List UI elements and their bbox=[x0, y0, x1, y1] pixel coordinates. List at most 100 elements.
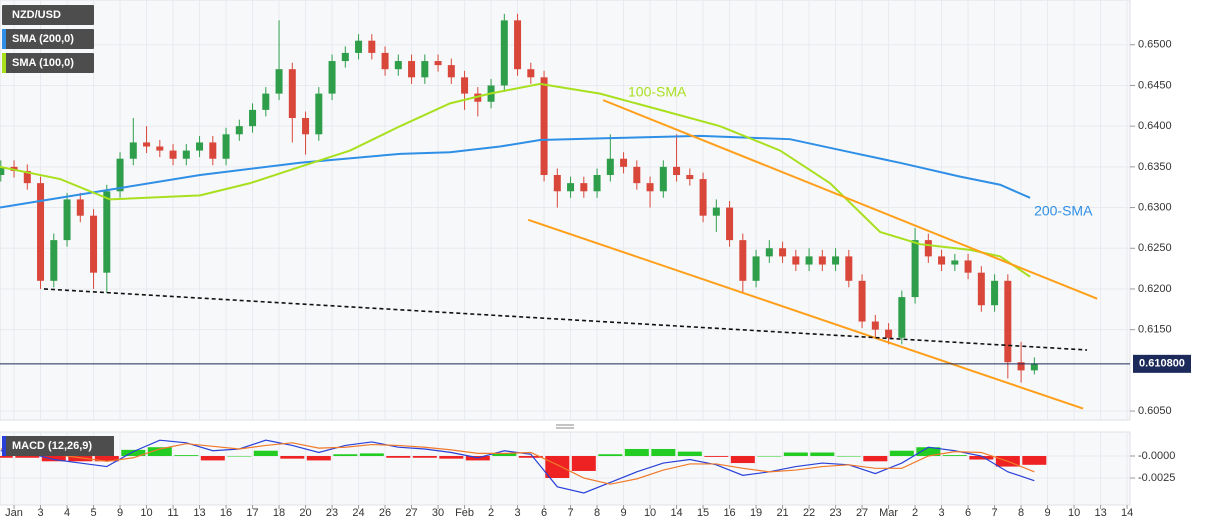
candle-body bbox=[818, 256, 826, 265]
candle-body bbox=[726, 207, 734, 241]
macd-histogram-bar bbox=[439, 456, 464, 459]
candle-body bbox=[222, 134, 230, 159]
candle-body bbox=[0, 166, 5, 175]
candle-body bbox=[1004, 280, 1012, 363]
candle-body bbox=[182, 150, 190, 159]
candle-body bbox=[156, 146, 164, 151]
candle-body bbox=[593, 175, 601, 192]
macd-histogram-bar bbox=[280, 456, 305, 459]
x-tick-label: 10 bbox=[140, 507, 152, 519]
candle-body bbox=[832, 256, 840, 265]
macd-histogram-bar bbox=[651, 448, 676, 457]
macd-histogram-bar bbox=[863, 456, 888, 462]
x-tick-label: 9 bbox=[117, 507, 123, 519]
legend-text: NZD/USD bbox=[12, 9, 61, 21]
y-tick-label: 0.6450 bbox=[1138, 79, 1172, 91]
resize-grip[interactable] bbox=[556, 424, 574, 429]
y-tick-label: 0.6150 bbox=[1138, 324, 1172, 336]
y-tick-label: 0.6500 bbox=[1138, 39, 1172, 51]
x-tick-label: 3 bbox=[37, 507, 43, 519]
x-tick-label: 21 bbox=[776, 507, 788, 519]
x-tick-label: 13 bbox=[1094, 507, 1106, 519]
macd-histogram-bar bbox=[969, 456, 994, 460]
x-tick-label: Jan bbox=[5, 507, 23, 519]
trend-line bbox=[602, 99, 1098, 300]
candle-body bbox=[209, 142, 217, 159]
candle-body bbox=[514, 20, 522, 70]
candle-body bbox=[620, 158, 628, 167]
candle-body bbox=[845, 256, 853, 281]
candle-body bbox=[249, 109, 257, 127]
candle-body bbox=[408, 61, 416, 78]
legend-swatch bbox=[2, 53, 6, 73]
x-tick-label: Feb bbox=[455, 507, 474, 519]
x-tick-label: 14 bbox=[670, 507, 682, 519]
candle-body bbox=[143, 142, 151, 147]
macd-histogram-bar bbox=[1022, 456, 1047, 465]
candle-body bbox=[421, 61, 429, 78]
candle-body bbox=[633, 166, 641, 184]
x-tick-label: 2 bbox=[912, 507, 918, 519]
x-tick-label: 23 bbox=[829, 507, 841, 519]
candle-body bbox=[76, 199, 84, 216]
candle-body bbox=[871, 321, 879, 330]
candle-body bbox=[90, 215, 98, 273]
legend-box bbox=[2, 29, 94, 49]
macd-histogram-bar bbox=[783, 452, 808, 457]
macd-histogram-bar bbox=[545, 456, 570, 478]
candle-body bbox=[553, 175, 561, 192]
candle-body bbox=[792, 256, 800, 265]
macd-histogram-bar bbox=[492, 453, 517, 457]
x-tick-label: 8 bbox=[594, 507, 600, 519]
macd-histogram-bar bbox=[677, 451, 702, 457]
macd-histogram-bar bbox=[200, 456, 225, 461]
x-tick-label: 9 bbox=[1045, 507, 1051, 519]
x-tick-label: 15 bbox=[697, 507, 709, 519]
x-tick-label: 9 bbox=[621, 507, 627, 519]
macd-histogram-bar bbox=[916, 447, 941, 457]
macd-histogram-bar bbox=[810, 452, 835, 457]
x-tick-label: 24 bbox=[352, 507, 364, 519]
legend-box bbox=[2, 53, 94, 73]
candle-body bbox=[924, 240, 932, 257]
last-price-label: 0.610800 bbox=[1139, 358, 1185, 370]
macd-histogram-bar bbox=[889, 450, 914, 457]
macd-histogram-bar bbox=[571, 456, 596, 471]
y-tick-label: -0.0000 bbox=[1138, 450, 1175, 462]
x-tick-label: 19 bbox=[750, 507, 762, 519]
candle-body bbox=[991, 280, 999, 306]
candle-body bbox=[37, 183, 45, 281]
x-tick-label: 4 bbox=[64, 507, 70, 519]
x-tick-label: 13 bbox=[193, 507, 205, 519]
macd-histogram-bar bbox=[121, 449, 146, 457]
candle-body bbox=[500, 20, 508, 86]
y-tick-label: 0.6050 bbox=[1138, 405, 1172, 417]
sma-annotation: 100-SMA bbox=[628, 84, 687, 100]
candle-body bbox=[911, 240, 919, 298]
macd-histogram-bar bbox=[333, 454, 358, 457]
x-tick-label: 18 bbox=[273, 507, 285, 519]
macd-histogram-bar bbox=[253, 450, 278, 457]
candle-body bbox=[540, 77, 548, 175]
sma-line bbox=[0, 134, 1031, 209]
x-tick-label: 3 bbox=[939, 507, 945, 519]
y-tick-label: 0.6200 bbox=[1138, 283, 1172, 295]
legend-text: MACD (12,26,9) bbox=[12, 440, 92, 452]
x-tick-label: 3 bbox=[515, 507, 521, 519]
candle-body bbox=[447, 65, 455, 78]
trend-line bbox=[43, 288, 1088, 351]
x-tick-label: 17 bbox=[246, 507, 258, 519]
macd-histogram-bar bbox=[227, 456, 252, 457]
macd-histogram-bar bbox=[704, 456, 729, 457]
macd-histogram-bar bbox=[41, 456, 66, 462]
macd-histogram-bar bbox=[359, 453, 384, 457]
x-tick-label: 11 bbox=[167, 507, 178, 519]
macd-histogram-bar bbox=[518, 456, 543, 458]
x-tick-label: 20 bbox=[299, 507, 311, 519]
x-tick-label: 7 bbox=[568, 507, 574, 519]
candle-body bbox=[23, 170, 31, 184]
y-tick-label: 0.6400 bbox=[1138, 120, 1172, 132]
candle-body bbox=[527, 69, 535, 78]
last-price-box bbox=[1133, 354, 1191, 373]
candle-body bbox=[275, 69, 283, 94]
